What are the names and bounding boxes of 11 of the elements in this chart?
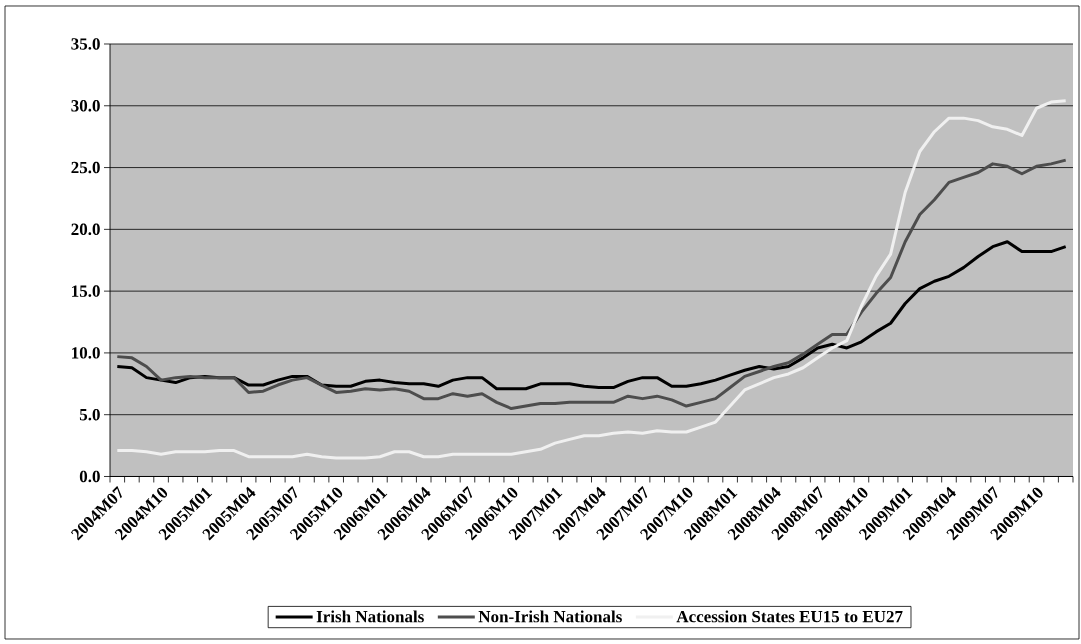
y-tick-label: 20.0 [71, 223, 100, 236]
y-tick-label: 30.0 [71, 100, 100, 112]
y-tick-label: 5.0 [79, 408, 100, 421]
legend-label: Irish Nationals [316, 610, 424, 623]
y-tick-label: 25.0 [71, 161, 100, 174]
y-tick-label: 35.0 [71, 38, 100, 50]
legend-label: Non-Irish Nationals [478, 610, 622, 623]
y-tick-label: 0.0 [79, 470, 100, 483]
y-tick-label: 15.0 [72, 285, 100, 297]
y-tick-label: 10.0 [72, 347, 100, 359]
legend-label: Accession States EU15 to EU27 [676, 610, 903, 623]
